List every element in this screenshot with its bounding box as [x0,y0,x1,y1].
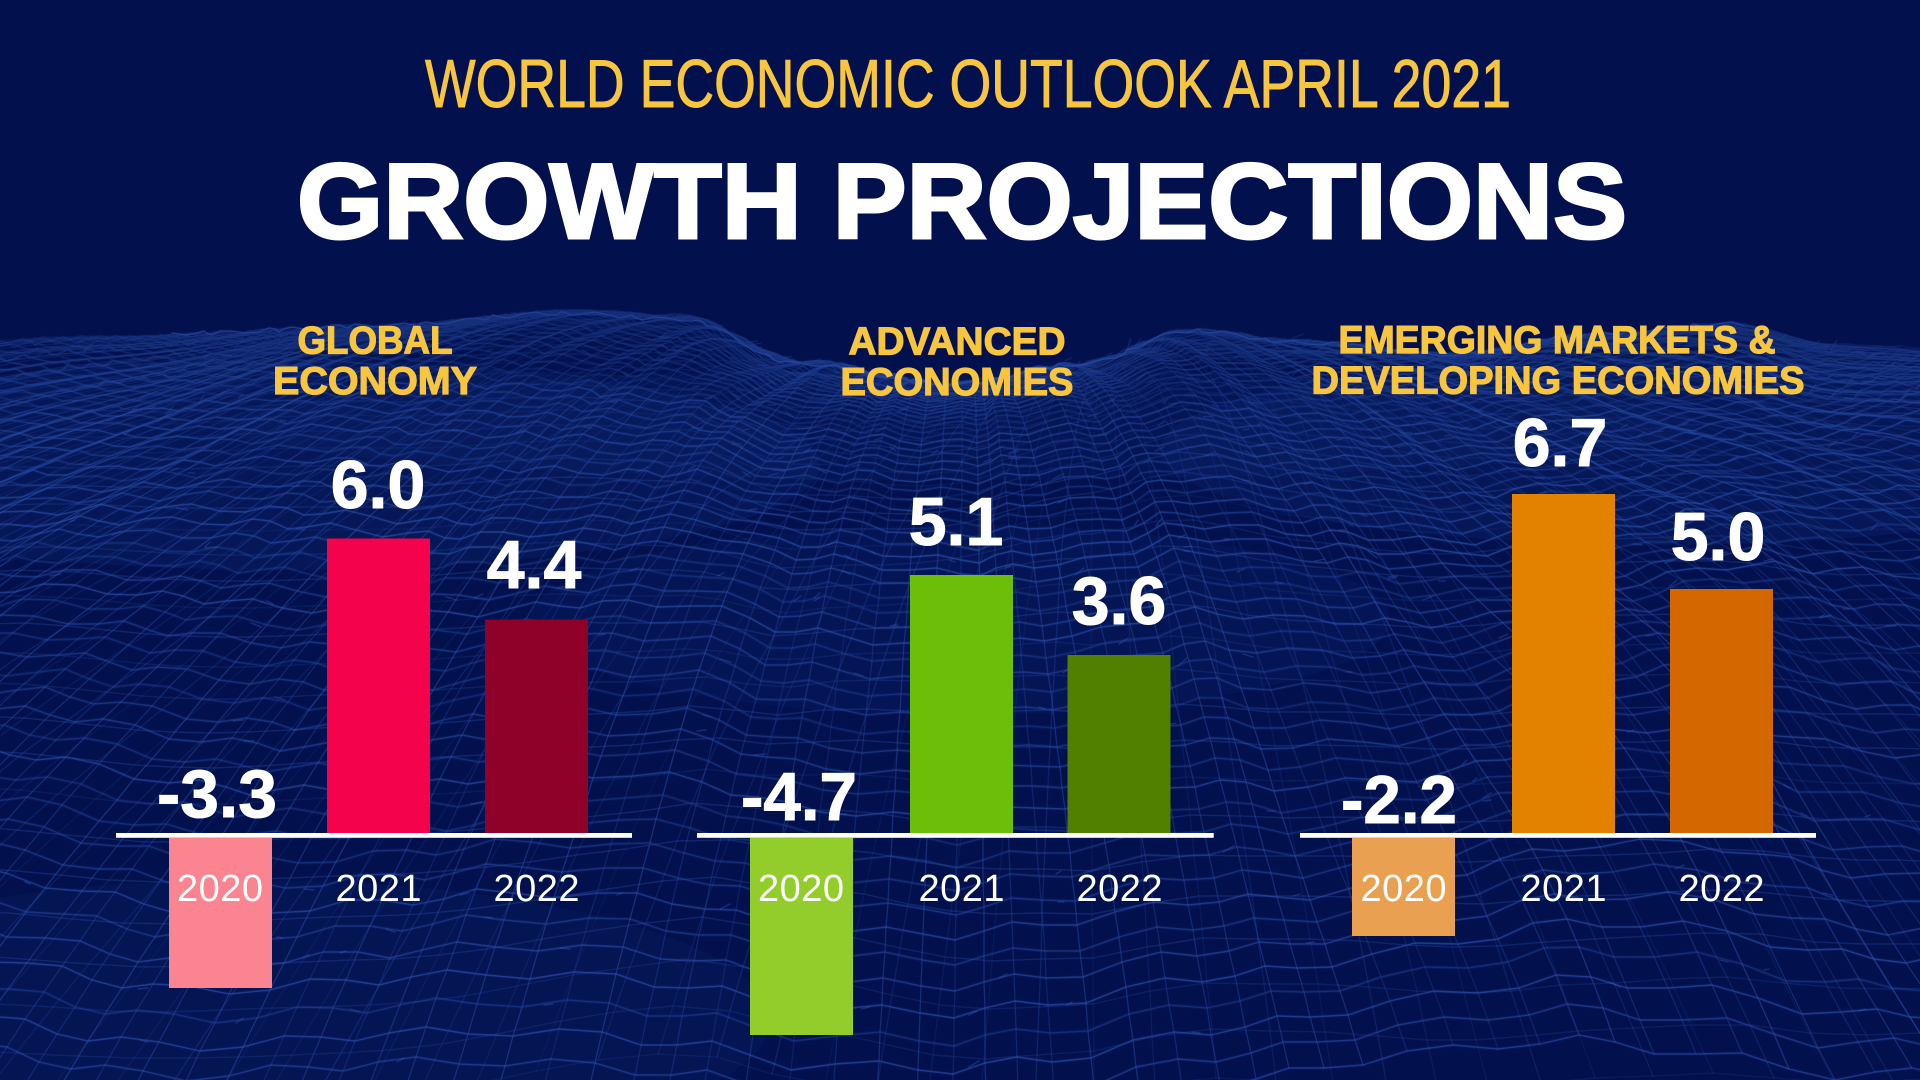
svg-text:2020: 2020 [177,868,264,910]
svg-text:2021: 2021 [335,868,422,910]
svg-text:5.1: 5.1 [909,484,1004,560]
svg-text:2021: 2021 [1520,868,1607,910]
svg-text:-4.7: -4.7 [741,759,857,835]
svg-text:4.4: 4.4 [487,527,582,603]
svg-text:2021: 2021 [918,868,1005,910]
svg-text:DEVELOPING ECONOMIES: DEVELOPING ECONOMIES [1312,360,1805,403]
svg-text:6.7: 6.7 [1513,405,1608,481]
svg-text:-3.3: -3.3 [157,756,277,832]
svg-text:6.0: 6.0 [331,447,426,523]
svg-text:2020: 2020 [758,868,845,910]
svg-text:EMERGING MARKETS &: EMERGING MARKETS & [1339,319,1776,362]
svg-text:2022: 2022 [493,868,580,910]
svg-text:2020: 2020 [1360,868,1447,910]
svg-text:GROWTH PROJECTIONS: GROWTH PROJECTIONS [297,141,1627,261]
svg-text:ADVANCED: ADVANCED [849,320,1066,363]
svg-text:2022: 2022 [1678,868,1765,910]
svg-text:5.0: 5.0 [1671,499,1766,575]
svg-text:ECONOMIES: ECONOMIES [841,361,1074,404]
svg-text:-2.2: -2.2 [1341,762,1457,838]
svg-text:ECONOMY: ECONOMY [273,360,477,403]
svg-text:GLOBAL: GLOBAL [298,320,453,363]
svg-text:3.6: 3.6 [1072,563,1167,639]
svg-text:2022: 2022 [1076,868,1163,910]
svg-text:WORLD ECONOMIC OUTLOOK APRIL 2: WORLD ECONOMIC OUTLOOK APRIL 2021 [425,46,1511,122]
